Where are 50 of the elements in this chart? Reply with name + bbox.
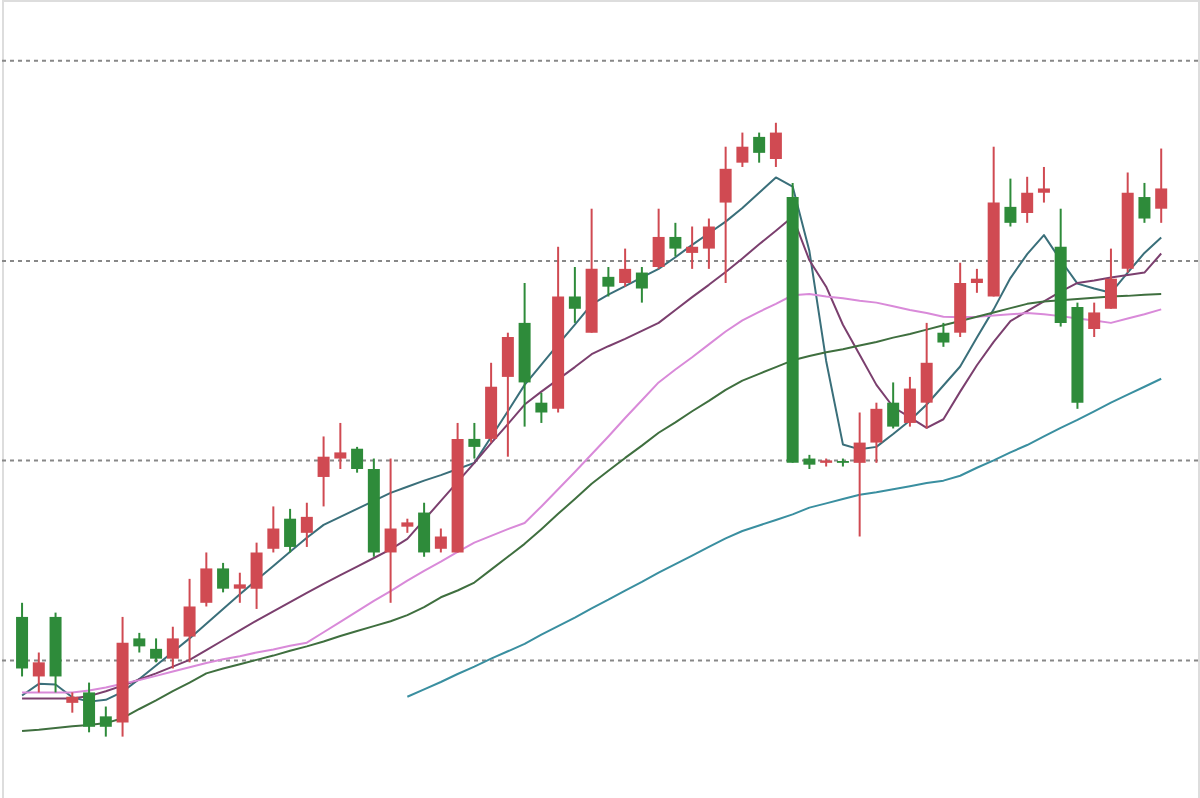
candlestick xyxy=(753,131,766,164)
candlestick xyxy=(568,266,581,324)
candlestick xyxy=(702,217,715,270)
candlestick xyxy=(903,375,916,428)
candlestick xyxy=(267,505,280,554)
candlestick xyxy=(501,331,514,458)
candlestick xyxy=(200,551,213,608)
candlestick xyxy=(535,391,548,424)
candlestick xyxy=(602,266,615,298)
candlestick xyxy=(317,435,330,508)
candlestick xyxy=(83,681,96,734)
candlestick xyxy=(150,637,163,664)
candlestick xyxy=(920,321,933,430)
candlestick xyxy=(1138,181,1151,224)
candlestick xyxy=(937,321,950,348)
candlestick xyxy=(686,225,699,270)
candlestick xyxy=(32,651,45,694)
candlestick xyxy=(736,131,749,168)
candlestick xyxy=(1037,165,1050,204)
candlestick xyxy=(887,381,900,430)
candlestick xyxy=(351,445,364,474)
candlestick xyxy=(1088,301,1101,338)
candlestick xyxy=(635,266,648,304)
candlestick xyxy=(166,625,179,670)
candlestick xyxy=(217,561,230,594)
candlestick xyxy=(1004,177,1017,228)
candlestick xyxy=(870,401,883,464)
candlestick xyxy=(468,421,481,460)
candlestick xyxy=(652,207,665,270)
candlestick xyxy=(769,121,782,168)
candlestick xyxy=(384,457,397,604)
candlestick xyxy=(300,501,313,548)
candlestick xyxy=(233,571,246,604)
candlestick xyxy=(970,267,983,294)
candlestick xyxy=(334,421,347,470)
candlestick xyxy=(99,705,112,738)
candlestick xyxy=(853,411,866,538)
candlestick xyxy=(719,145,732,284)
candlestick xyxy=(1104,247,1117,310)
candlestick xyxy=(669,221,682,258)
candlestick xyxy=(284,507,297,554)
candlestick xyxy=(619,247,632,288)
candlestick xyxy=(250,541,263,610)
candlestick xyxy=(418,501,431,558)
candlestick xyxy=(183,577,196,664)
candlestick xyxy=(66,691,79,714)
candlestick xyxy=(434,527,447,554)
candlestick xyxy=(1155,147,1168,224)
candlestick xyxy=(1021,175,1034,224)
candlestick xyxy=(133,631,146,654)
